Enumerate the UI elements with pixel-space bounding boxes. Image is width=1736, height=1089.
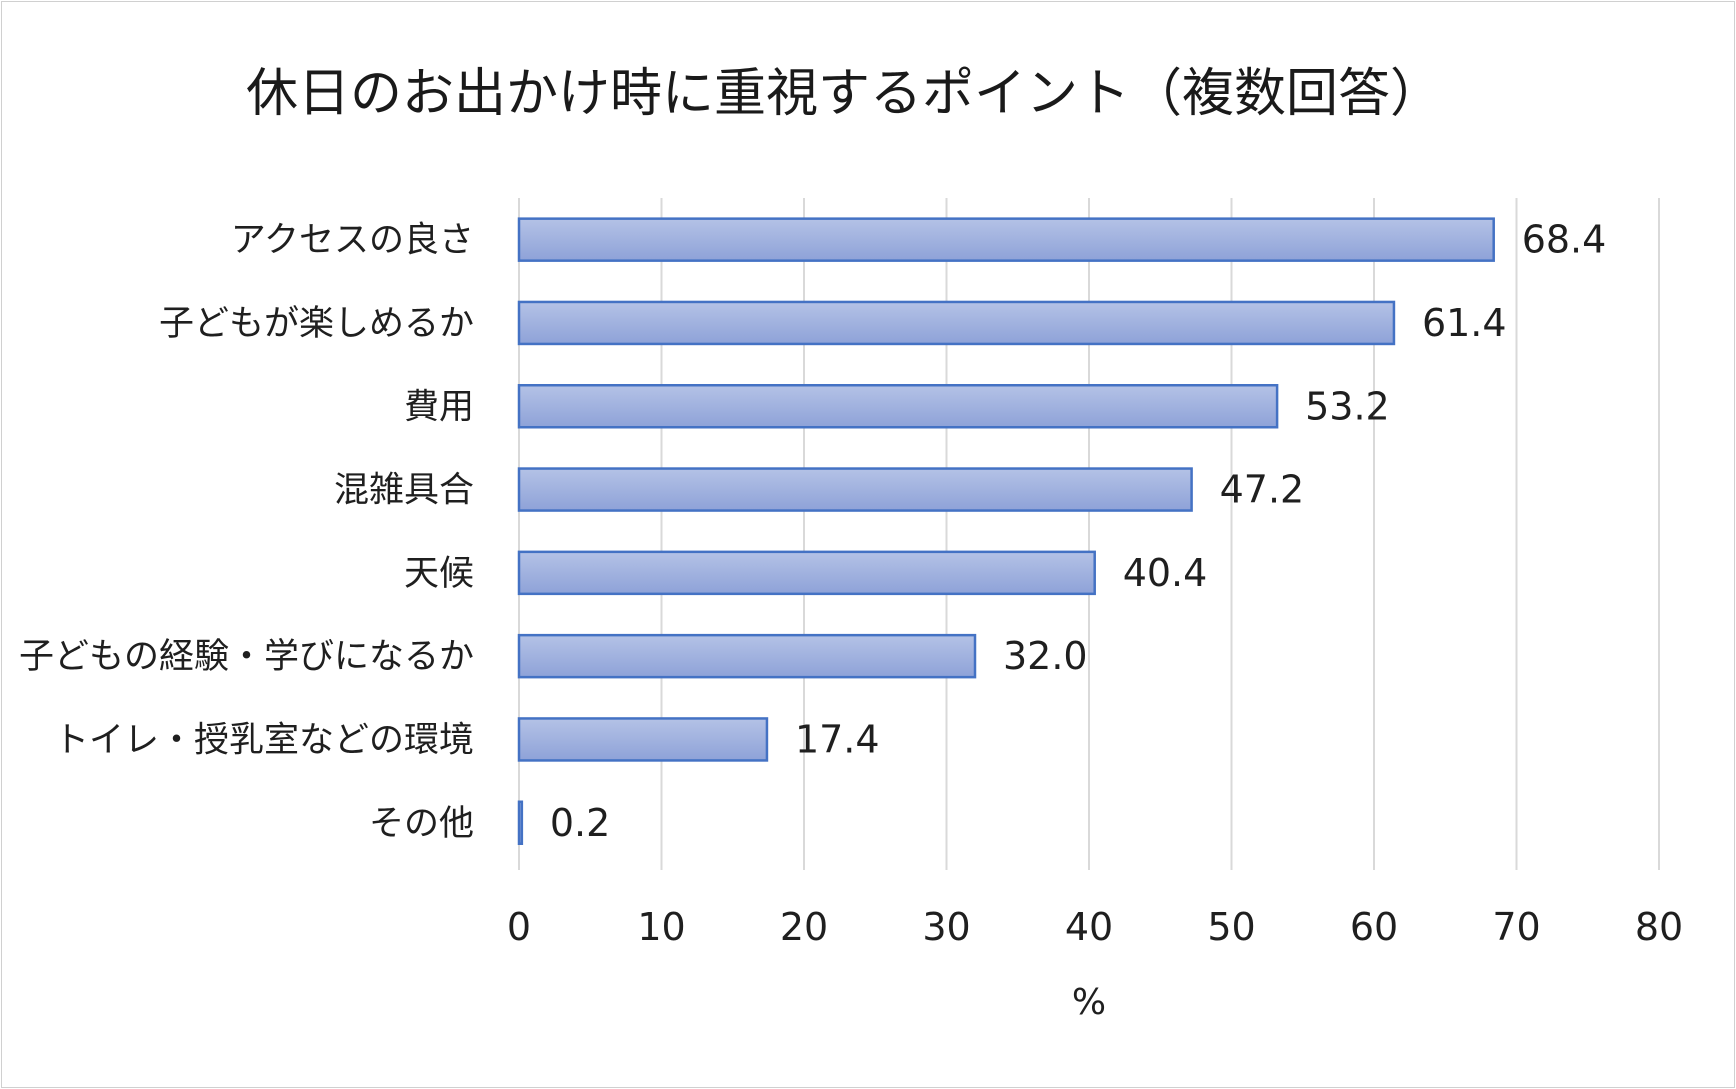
- value-label-1: 68.4: [1522, 218, 1607, 262]
- x-tick-label-0: 0: [507, 905, 531, 949]
- x-tick-label-60: 60: [1350, 905, 1398, 949]
- value-label-3: 53.2: [1305, 384, 1390, 428]
- category-label-4: 混雑具合: [334, 471, 474, 511]
- value-label-6: 32.0: [1003, 634, 1088, 678]
- x-tick-label-30: 30: [922, 905, 970, 949]
- bar-4: [517, 467, 1193, 512]
- category-label-5: 天候: [404, 554, 474, 594]
- bar-3: [517, 384, 1279, 429]
- chart-title: 休日のお出かけ時に重視するポイント（複数回答）: [246, 64, 1442, 124]
- bar-7: [517, 717, 769, 762]
- category-label-2: 子どもが楽しめるか: [159, 304, 474, 344]
- grid-lines: [518, 198, 1660, 870]
- category-label-7: トイレ・授乳室などの環境: [54, 720, 474, 760]
- bar-1: [517, 217, 1495, 262]
- x-tick-label-10: 10: [637, 905, 685, 949]
- bars: [517, 217, 1495, 845]
- x-tick-label-20: 20: [780, 905, 828, 949]
- value-label-4: 47.2: [1220, 468, 1305, 512]
- category-label-8: その他: [369, 804, 474, 844]
- value-label-2: 61.4: [1422, 301, 1507, 345]
- category-label-6: 子どもの経験・学びになるか: [19, 637, 474, 677]
- x-axis-tick-labels: 0 10 20 30 40 50 60 70 80: [507, 905, 1683, 949]
- x-tick-label-70: 70: [1492, 905, 1540, 949]
- value-label-7: 17.4: [795, 717, 880, 761]
- x-tick-label-50: 50: [1207, 905, 1255, 949]
- category-labels: アクセスの良さ子どもが楽しめるか費用混雑具合天候子どもの経験・学びになるかトイレ…: [19, 221, 474, 844]
- bar-5: [517, 550, 1096, 596]
- x-axis-title: %: [1072, 982, 1106, 1023]
- value-label-5: 40.4: [1123, 551, 1208, 595]
- category-label-1: アクセスの良さ: [231, 221, 474, 261]
- value-label-8: 0.2: [550, 801, 610, 845]
- category-label-3: 費用: [404, 387, 474, 427]
- value-labels: 68.4 61.4 53.247.2 40.4 32.0 17.4 0.2: [550, 218, 1606, 845]
- bar-8: [517, 800, 524, 845]
- x-tick-label-40: 40: [1065, 905, 1113, 949]
- bar-6: [517, 633, 977, 679]
- x-tick-label-80: 80: [1635, 905, 1683, 949]
- bar-2: [517, 300, 1396, 346]
